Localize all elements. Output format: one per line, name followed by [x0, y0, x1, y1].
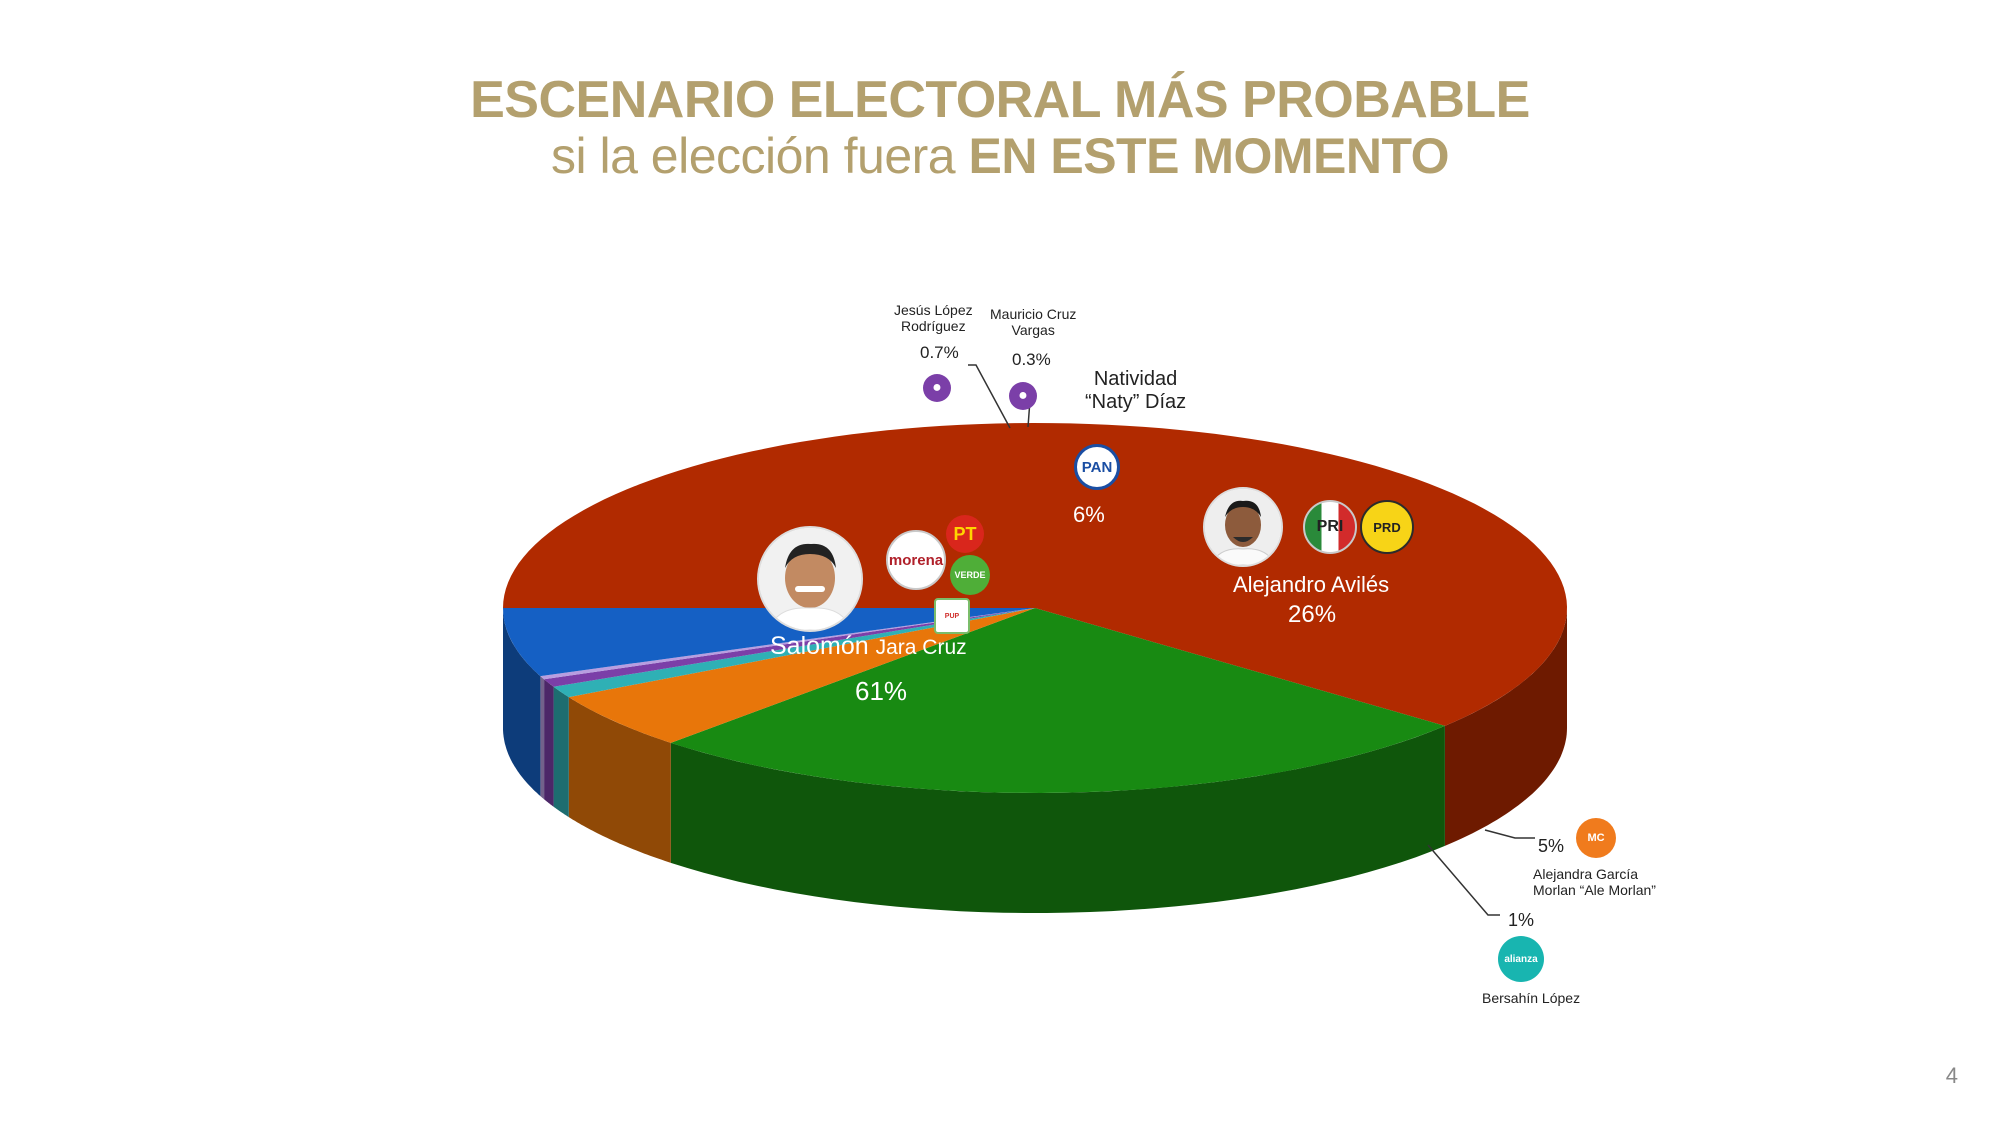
salomon-value: 61%: [855, 676, 908, 706]
chart-title: ESCENARIO ELECTORAL MÁS PROBABLE: [470, 71, 1530, 129]
verde-logo: VERDE: [950, 555, 990, 595]
ale-morlan-name-line2: Morlan “Ale Morlan”: [1533, 882, 1656, 899]
aviles-avatar: [1203, 487, 1283, 567]
jesus-value: 0.7%: [920, 343, 959, 362]
jesus-name-line1: Jesús López: [894, 302, 973, 318]
slice-jesus: [544, 608, 1035, 687]
leader-bersahin: [1427, 844, 1500, 916]
mauricio-name: Mauricio Cruz Vargas: [990, 306, 1076, 338]
morena-logo: morena: [886, 530, 946, 590]
leader-jesus: [968, 364, 1011, 429]
salomon-last-name: Jara Cruz: [875, 636, 967, 659]
bersahin-name: Bersahín López: [1482, 990, 1581, 1006]
chart-subtitle: si la elección fuera EN ESTE MOMENTO: [0, 127, 2000, 185]
jesus-person-icon: ●: [923, 374, 951, 402]
side-aviles: [670, 725, 1445, 913]
slice-aviles: [670, 608, 1445, 793]
mauricio-value: 0.3%: [1012, 350, 1051, 369]
slice-bersahin: [553, 608, 1035, 698]
jesus-name: Jesús López Rodríguez: [894, 302, 973, 334]
slice-natividad: [503, 608, 1035, 677]
ale-morlan-value: 5%: [1538, 836, 1565, 856]
pie-side-walls: [503, 608, 1567, 913]
ale-morlan-name: Alejandra García Morlan “Ale Morlan”: [1533, 866, 1656, 898]
natividad-value: 6%: [1073, 502, 1105, 527]
mauricio-name-line2: Vargas: [1011, 322, 1055, 339]
side-natividad: [503, 608, 541, 797]
mauricio-person-icon: ●: [1009, 382, 1037, 410]
slice-mauricio: [540, 608, 1035, 680]
aviles-value: 26%: [1288, 601, 1337, 628]
aviles-first-name: Alejandro: [1233, 572, 1326, 597]
slice-salomon: [503, 423, 1567, 726]
salomon-name: Salomón Jara Cruz: [770, 632, 967, 661]
aviles-name: Alejandro Avilés: [1233, 572, 1389, 597]
pan-logo: PAN: [1074, 444, 1120, 490]
aviles-last-name: Avilés: [1330, 572, 1390, 597]
side-ale_morlan: [568, 697, 671, 863]
pt-logo: PT: [946, 515, 984, 553]
page-number: 4: [1945, 1063, 1958, 1088]
side-jesus: [544, 679, 554, 807]
side-bersahin: [553, 686, 569, 818]
pup-logo: PUP: [934, 598, 970, 634]
side-mauricio: [540, 676, 545, 800]
subtitle-normal: si la elección fuera: [550, 128, 969, 184]
pie-top-slices: [503, 423, 1567, 793]
natividad-name-line2: “Naty” Díaz: [1085, 391, 1187, 413]
natividad-name-line1: Natividad: [1093, 368, 1178, 390]
mauricio-name-line1: Mauricio Cruz: [990, 306, 1077, 322]
pri-logo: PRI: [1303, 500, 1357, 554]
subtitle-bold: EN ESTE MOMENTO: [968, 128, 1450, 184]
salomon-first-name: Salomón: [770, 632, 869, 660]
prd-logo: PRD: [1360, 500, 1414, 554]
natividad-name: Natividad “Naty” Díaz: [1085, 368, 1186, 414]
salomon-avatar: [757, 526, 863, 632]
leader-ale-morlan: [1484, 829, 1535, 839]
ale-morlan-name-line1: Alejandra García: [1533, 866, 1639, 882]
slice-ale_morlan: [568, 608, 1035, 743]
jesus-name-line2: Rodríguez: [901, 318, 966, 335]
bersahin-value: 1%: [1508, 910, 1535, 930]
alianza-logo: alianza: [1498, 936, 1544, 982]
mc-logo: MC: [1576, 818, 1616, 858]
side-salomon: [1444, 608, 1567, 846]
